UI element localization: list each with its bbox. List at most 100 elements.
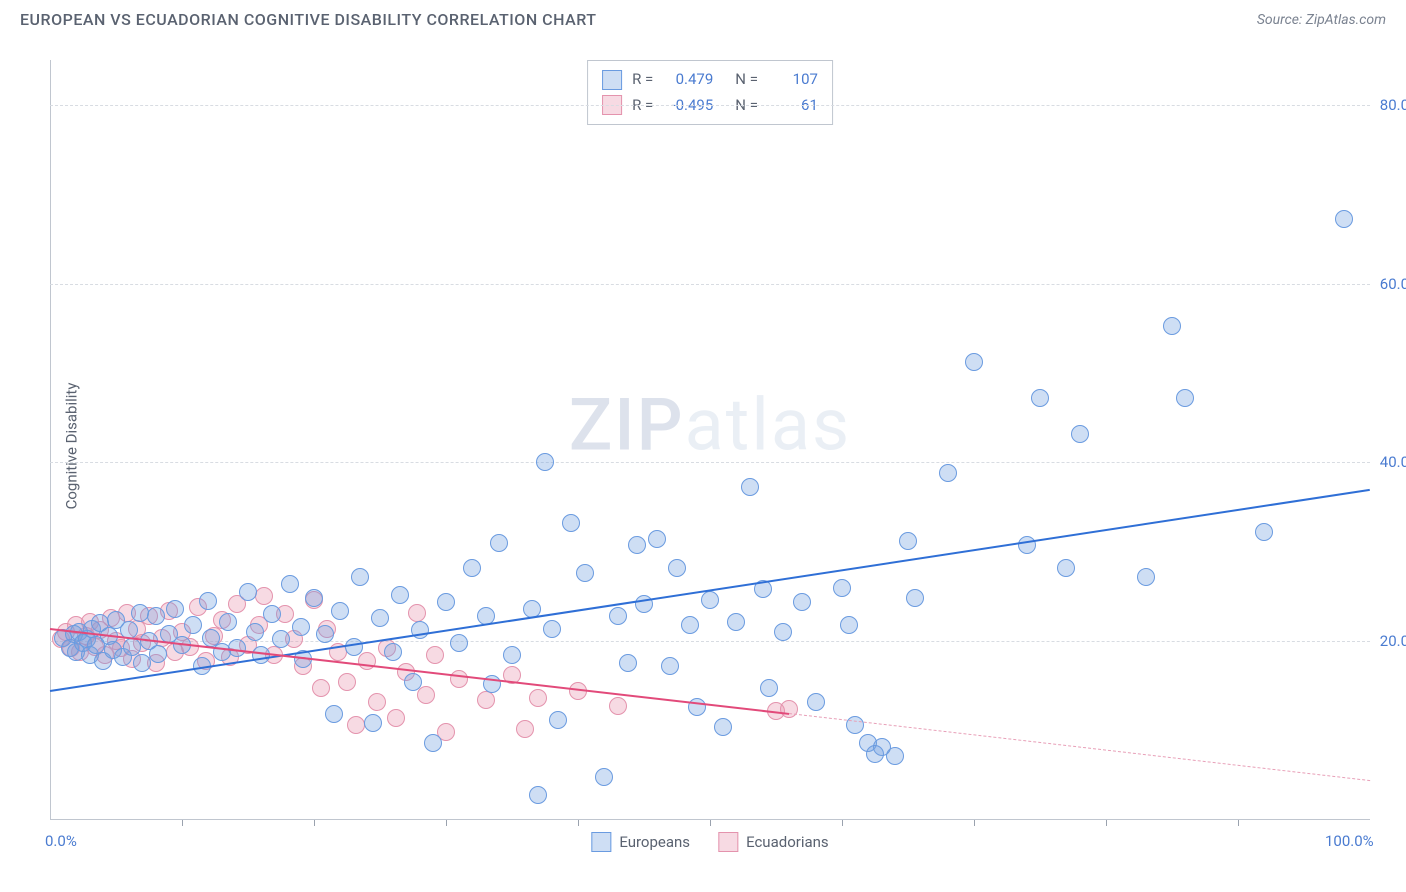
data-point-europeans xyxy=(866,745,884,763)
data-point-europeans xyxy=(741,478,759,496)
data-point-europeans xyxy=(661,657,679,675)
r-value: 0.479 xyxy=(663,67,713,93)
x-tick xyxy=(1106,820,1107,826)
data-point-europeans xyxy=(272,630,290,648)
data-point-europeans xyxy=(774,623,792,641)
gridline xyxy=(50,462,1370,463)
watermark-bold: ZIP xyxy=(569,382,685,467)
data-point-europeans xyxy=(1057,559,1075,577)
series-legend: Europeans Ecuadorians xyxy=(591,832,828,852)
data-point-ecuadorians xyxy=(516,720,534,738)
data-point-ecuadorians xyxy=(255,587,273,605)
n-label: N = xyxy=(735,67,758,93)
y-tick-label: 20.0% xyxy=(1380,632,1406,650)
data-point-europeans xyxy=(609,607,627,625)
data-point-europeans xyxy=(219,613,237,631)
watermark-light: atlas xyxy=(685,382,852,467)
data-point-europeans xyxy=(595,768,613,786)
y-axis-line xyxy=(50,60,51,820)
data-point-europeans xyxy=(1163,317,1181,335)
data-point-ecuadorians xyxy=(417,686,435,704)
data-point-europeans xyxy=(437,593,455,611)
data-point-europeans xyxy=(793,593,811,611)
data-point-europeans xyxy=(628,536,646,554)
data-point-europeans xyxy=(1335,210,1353,228)
data-point-europeans xyxy=(549,711,567,729)
data-point-europeans xyxy=(648,530,666,548)
x-tick xyxy=(1238,820,1239,826)
data-point-europeans xyxy=(450,634,468,652)
data-point-europeans xyxy=(490,534,508,552)
scatter-chart: ZIPatlas R =0.479N =107R =-0.495N =61 Eu… xyxy=(50,60,1370,820)
gridline xyxy=(50,105,1370,106)
data-point-europeans xyxy=(1018,536,1036,554)
r-label: R = xyxy=(632,67,653,93)
legend-label: Ecuadorians xyxy=(746,833,829,851)
data-point-europeans xyxy=(846,716,864,734)
data-point-europeans xyxy=(252,646,270,664)
data-point-ecuadorians xyxy=(338,673,356,691)
data-point-ecuadorians xyxy=(529,689,547,707)
data-point-europeans xyxy=(635,595,653,613)
x-tick xyxy=(710,820,711,826)
y-tick-label: 80.0% xyxy=(1380,96,1406,114)
data-point-europeans xyxy=(714,718,732,736)
data-point-europeans xyxy=(899,532,917,550)
data-point-europeans xyxy=(305,589,323,607)
chart-title: EUROPEAN VS ECUADORIAN COGNITIVE DISABIL… xyxy=(20,10,596,29)
data-point-europeans xyxy=(965,353,983,371)
data-point-europeans xyxy=(1255,523,1273,541)
source-label: Source: ZipAtlas.com xyxy=(1257,12,1386,28)
data-point-europeans xyxy=(543,620,561,638)
data-point-europeans xyxy=(364,714,382,732)
data-point-ecuadorians xyxy=(387,709,405,727)
x-tick xyxy=(314,820,315,826)
data-point-europeans xyxy=(411,621,429,639)
data-point-europeans xyxy=(331,602,349,620)
data-point-europeans xyxy=(727,613,745,631)
data-point-europeans xyxy=(701,591,719,609)
x-tick xyxy=(578,820,579,826)
data-point-europeans xyxy=(281,575,299,593)
gridline xyxy=(50,284,1370,285)
data-point-ecuadorians xyxy=(312,679,330,697)
data-point-ecuadorians xyxy=(450,670,468,688)
data-point-europeans xyxy=(463,559,481,577)
x-tick xyxy=(182,820,183,826)
data-point-europeans xyxy=(503,646,521,664)
legend-label: Europeans xyxy=(619,833,690,851)
y-tick-label: 60.0% xyxy=(1380,275,1406,293)
data-point-europeans xyxy=(292,618,310,636)
data-point-europeans xyxy=(384,643,402,661)
data-point-europeans xyxy=(668,559,686,577)
data-point-europeans xyxy=(562,514,580,532)
data-point-ecuadorians xyxy=(780,700,798,718)
data-point-europeans xyxy=(833,579,851,597)
data-point-europeans xyxy=(1176,389,1194,407)
watermark: ZIPatlas xyxy=(569,382,851,467)
legend-swatch xyxy=(591,832,611,852)
data-point-europeans xyxy=(681,616,699,634)
data-point-europeans xyxy=(351,568,369,586)
data-point-europeans xyxy=(1031,389,1049,407)
data-point-europeans xyxy=(1137,568,1155,586)
data-point-ecuadorians xyxy=(408,604,426,622)
data-point-europeans xyxy=(184,616,202,634)
data-point-europeans xyxy=(325,705,343,723)
stats-row: R =0.479N =107 xyxy=(602,67,818,93)
data-point-europeans xyxy=(149,645,167,663)
data-point-ecuadorians xyxy=(347,716,365,734)
data-point-europeans xyxy=(840,616,858,634)
data-point-europeans xyxy=(807,693,825,711)
data-point-europeans xyxy=(939,464,957,482)
x-tick xyxy=(446,820,447,826)
data-point-europeans xyxy=(263,605,281,623)
x-tick xyxy=(974,820,975,826)
data-point-europeans xyxy=(371,609,389,627)
data-point-europeans xyxy=(906,589,924,607)
data-point-europeans xyxy=(760,679,778,697)
data-point-europeans xyxy=(147,607,165,625)
legend-swatch xyxy=(602,70,622,90)
data-point-europeans xyxy=(404,673,422,691)
data-point-ecuadorians xyxy=(368,693,386,711)
